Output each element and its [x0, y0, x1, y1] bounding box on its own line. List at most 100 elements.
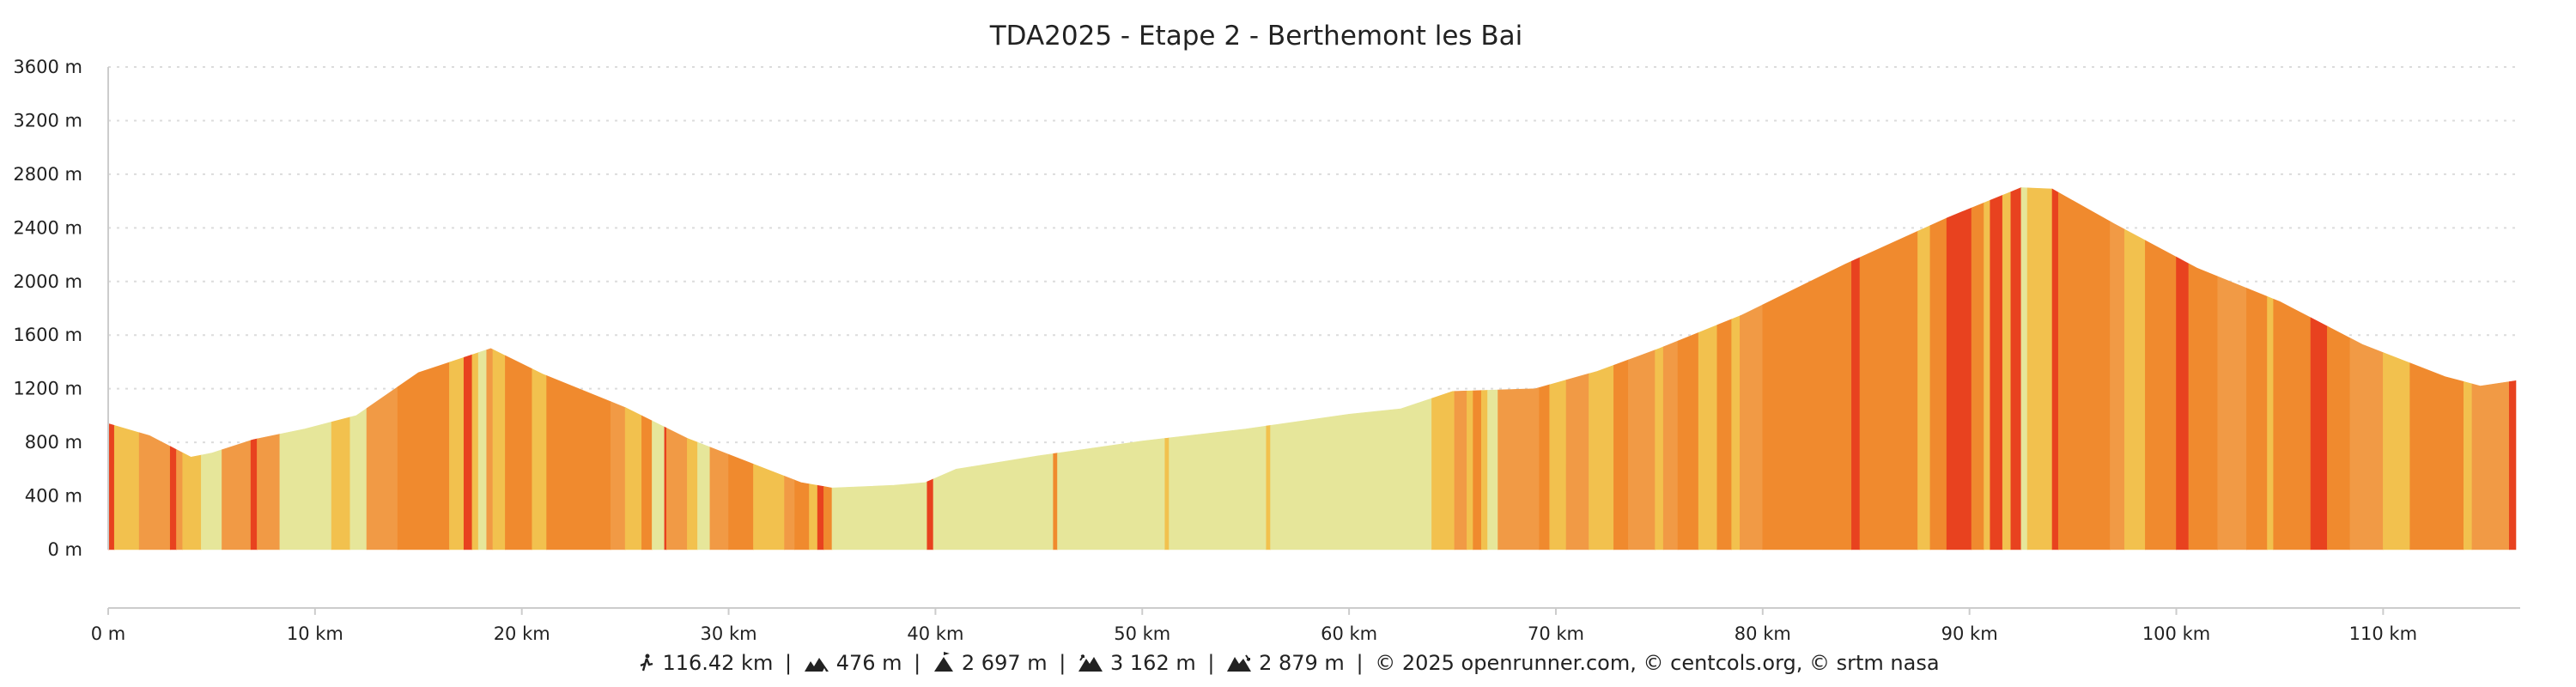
gradient-band-steep [505, 355, 533, 550]
separator: | [784, 651, 793, 675]
gradient-band-flat [933, 453, 1054, 550]
y-tick-label: 2400 m [13, 217, 82, 238]
gradient-band-steep [1762, 260, 1852, 550]
gradient-band-steep [2145, 240, 2177, 550]
gradient-band-gentle [2002, 191, 2012, 550]
gradient-band-flat [652, 420, 665, 550]
gradient-band-moderate [1498, 386, 1540, 550]
gradient-band-steep [1971, 202, 1984, 550]
x-tick-label: 10 km [287, 623, 343, 644]
gradient-band-steep [2057, 192, 2111, 550]
y-tick-label: 0 m [48, 539, 83, 560]
gradient-band-moderate [138, 432, 171, 550]
gradient-band-very-steep [2508, 380, 2517, 550]
y-tick-label: 1200 m [13, 379, 82, 399]
gradient-band-moderate [2217, 276, 2247, 550]
gradient-band-gentle [1917, 225, 1931, 550]
gradient-band-gentle [449, 356, 465, 550]
gradient-band-gentle [492, 349, 506, 550]
gradient-band-gentle [2026, 187, 2053, 550]
gradient-band-very-steep [2051, 188, 2059, 550]
gradient-band-steep [2409, 362, 2464, 550]
gradient-band-gentle [532, 368, 547, 550]
gradient-band-moderate [709, 447, 729, 550]
x-axis-ticks: 0 m 10 km 20 km 30 km 40 km 50 km 60 km 70 km 80… [91, 608, 2417, 644]
gradient-band-steep [1473, 390, 1482, 550]
gradient-band-gentle [809, 483, 818, 550]
gradient-band-gentle [1655, 346, 1664, 550]
gradient-band-very-steep [1946, 207, 1972, 550]
gradient-band-moderate [222, 440, 252, 550]
gradient-band-flat [1057, 438, 1166, 550]
gradient-band-very-steep [817, 484, 824, 550]
summit-icon [933, 652, 955, 678]
gradient-band-very-steep [2010, 187, 2022, 550]
gradient-band-flat [2020, 187, 2028, 550]
distance-value: 116.42 km [662, 651, 774, 675]
gradient-band-gentle [471, 352, 479, 550]
gradient-band-steep [2188, 263, 2218, 550]
route-stats-footer: 116.42 km | 476 m | 2 697 m | 3 162 m | … [0, 651, 2576, 678]
y-tick-label: 400 m [25, 486, 82, 507]
gradient-band-flat [697, 441, 711, 550]
y-tick-label: 2800 m [13, 164, 82, 185]
y-tick-label: 3200 m [13, 110, 82, 131]
x-tick-label: 70 km [1528, 623, 1584, 644]
gradient-band-moderate [486, 348, 494, 550]
y-tick-label: 2000 m [13, 271, 82, 292]
ascent-value: 3 162 m [1110, 651, 1196, 675]
gradient-band-moderate [1740, 304, 1764, 550]
gradient-band-gentle [1164, 437, 1170, 550]
x-tick-label: 90 km [1941, 623, 1998, 644]
gradient-band-very-steep [2176, 256, 2190, 550]
gradient-band-gentle [1731, 315, 1741, 550]
axes [107, 67, 2520, 609]
copyright-text: © 2025 openrunner.com, © centcols.org, ©… [1375, 651, 1940, 675]
gradient-band-gentle [182, 452, 202, 550]
gradient-band-moderate [665, 427, 688, 550]
gradient-band-gentle [1549, 380, 1567, 550]
gradient-band-steep [2327, 325, 2351, 550]
gradient-band-moderate [1565, 373, 1589, 550]
y-tick-label: 1600 m [13, 325, 82, 345]
gradient-band-steep [728, 453, 754, 550]
gradient-band-steep [1929, 217, 1947, 550]
gradient-band-moderate [1662, 340, 1679, 550]
x-tick-label: 0 m [91, 623, 126, 644]
gradient-band-flat [279, 421, 332, 550]
gradient-band-gentle [687, 437, 698, 550]
gradient-band-gentle [1698, 325, 1718, 550]
gradient-band-moderate [2349, 337, 2384, 550]
gradient-band-gentle [2124, 228, 2146, 550]
gradient-band-gentle [1589, 364, 1614, 550]
gradient-band-very-steep [169, 446, 177, 550]
gradient-band-steep [823, 486, 833, 550]
gradient-band-steep [546, 375, 611, 550]
descent-icon [1226, 654, 1252, 678]
y-tick-label: 3600 m [13, 57, 82, 77]
gradient-band-gentle [753, 463, 785, 550]
chart-title: TDA2025 - Etape 2 - Berthemont les Bai [989, 21, 1523, 52]
gradient-band-very-steep [250, 438, 258, 550]
gradient-band-very-steep [1990, 194, 2003, 550]
low-peaks-icon [804, 654, 829, 678]
x-tick-label: 20 km [494, 623, 550, 644]
gradient-band-steep [794, 479, 810, 550]
gradient-band-gentle [2464, 381, 2473, 550]
gradient-band-very-steep [1851, 257, 1861, 550]
gradient-band-steep [1677, 331, 1699, 550]
gradient-band-gentle [1480, 390, 1488, 550]
gradient-band-moderate [176, 449, 184, 550]
gradient-band-moderate [610, 401, 626, 550]
hiker-icon [636, 654, 655, 678]
gradient-band-steep [2246, 288, 2268, 550]
separator: | [1207, 651, 1215, 675]
y-axis-ticks: 0 m 400 m 800 m 1200 m 1600 m 2000 m 2400 m 280… [13, 57, 82, 560]
x-tick-label: 110 km [2349, 623, 2417, 644]
gradient-band-moderate [2110, 221, 2125, 550]
gradient-band-flat [201, 449, 222, 550]
x-tick-label: 30 km [701, 623, 757, 644]
gradient-band-gentle [2383, 352, 2410, 550]
gradient-band-steep [397, 362, 450, 550]
